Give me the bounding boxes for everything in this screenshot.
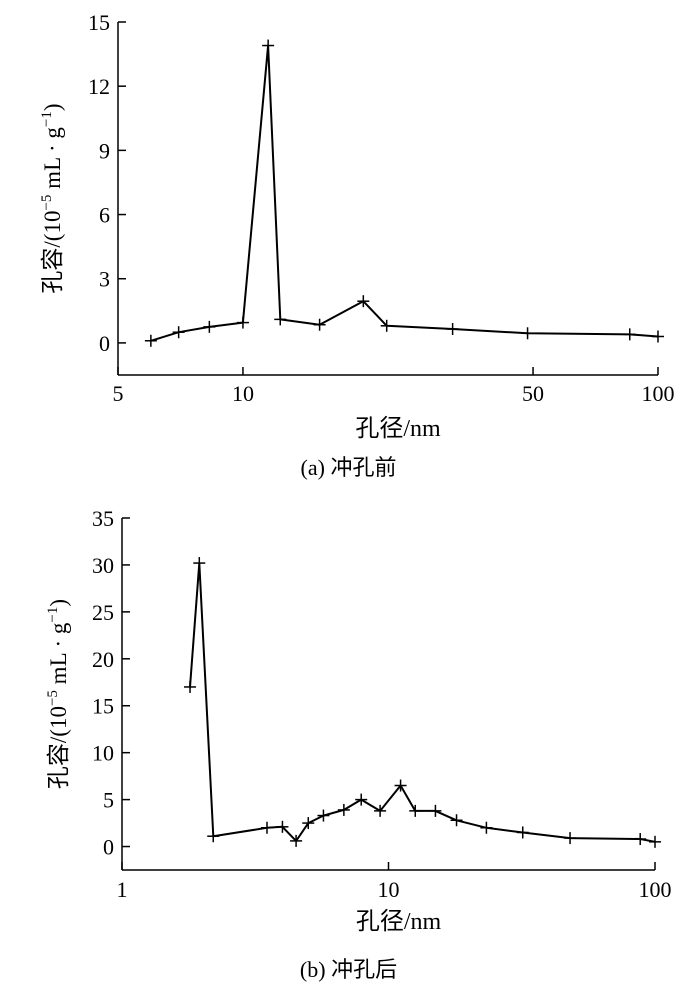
data-point-b bbox=[290, 834, 303, 847]
data-point-b bbox=[516, 826, 529, 839]
data-point-b bbox=[337, 803, 350, 816]
y-axis-label-b: 孔容/(10−5 mL · g−1) bbox=[45, 599, 71, 789]
y-tick-label-b: 20 bbox=[92, 647, 114, 672]
data-point-a bbox=[144, 334, 157, 347]
data-point-b bbox=[276, 820, 289, 833]
y-tick-label-b: 10 bbox=[92, 741, 114, 766]
data-point-b bbox=[429, 804, 442, 817]
data-point-b bbox=[184, 680, 197, 693]
x-axis-label-a: 孔径/nm bbox=[355, 415, 441, 442]
y-tick-label-b: 0 bbox=[103, 835, 114, 860]
y-axis-label-part: 孔容/(10 bbox=[40, 211, 65, 294]
y-tick-label-a: 12 bbox=[88, 74, 110, 99]
y-tick-label-b: 25 bbox=[92, 600, 114, 625]
series-line-a bbox=[150, 44, 659, 342]
data-point-a bbox=[172, 326, 185, 339]
data-point-a bbox=[446, 323, 459, 336]
y-tick-label-a: 15 bbox=[88, 10, 110, 35]
data-point-b bbox=[260, 821, 273, 834]
y-axis-label-sup: −1 bbox=[45, 607, 61, 623]
y-axis-label-part: ) bbox=[46, 599, 71, 607]
series-line-b bbox=[189, 562, 656, 843]
data-point-a bbox=[236, 316, 249, 329]
chart-a: 0 3 6 9 12 15 5 10 50 100 孔径/nm 孔容/(10−5 mL · g−1) bbox=[39, 10, 675, 442]
y-tick-label-b: 5 bbox=[103, 788, 114, 813]
data-point-a bbox=[203, 320, 216, 333]
data-point-b bbox=[193, 557, 206, 570]
data-point-b bbox=[207, 830, 220, 843]
x-tick-label-b: 100 bbox=[639, 877, 672, 902]
y-tick-label-a: 6 bbox=[99, 203, 110, 228]
x-tick-label-a: 50 bbox=[522, 381, 544, 406]
y-axis-label-part: 孔容/(10 bbox=[46, 706, 71, 789]
y-tick-label-b: 15 bbox=[92, 694, 114, 719]
data-point-b bbox=[649, 835, 661, 848]
y-tick-label-a: 3 bbox=[99, 267, 110, 292]
data-point-a bbox=[521, 327, 534, 340]
y-axis-label-part: mL · g bbox=[46, 622, 71, 690]
data-point-a bbox=[262, 39, 275, 52]
y-axis-label-sup: −1 bbox=[39, 111, 55, 127]
data-point-a bbox=[313, 318, 326, 331]
data-point-b bbox=[450, 814, 463, 827]
data-point-b bbox=[317, 809, 330, 822]
caption-a: (a) 冲孔前 bbox=[300, 455, 397, 480]
data-point-a bbox=[652, 330, 664, 343]
y-tick-label-b: 35 bbox=[92, 506, 114, 531]
data-point-a bbox=[623, 328, 636, 341]
x-tick-label-b: 10 bbox=[378, 877, 400, 902]
x-tick-label-a: 10 bbox=[232, 381, 254, 406]
data-point-a bbox=[274, 313, 287, 326]
data-point-b bbox=[374, 804, 387, 817]
y-axis-label-sup: −5 bbox=[45, 690, 61, 706]
data-point-a bbox=[357, 295, 370, 308]
y-axis-label-a: 孔容/(10−5 mL · g−1) bbox=[39, 103, 65, 293]
x-tick-label-a: 100 bbox=[642, 381, 675, 406]
data-point-b bbox=[409, 804, 422, 817]
x-tick-label-a: 5 bbox=[113, 381, 124, 406]
caption-b: (b) 冲孔后 bbox=[299, 957, 398, 982]
data-point-a bbox=[380, 319, 393, 332]
y-axis-label-part: mL · g bbox=[40, 127, 65, 195]
data-point-b bbox=[302, 817, 315, 830]
y-axis-label-sup: −5 bbox=[39, 195, 55, 211]
data-point-b bbox=[634, 833, 647, 846]
data-point-b bbox=[480, 821, 493, 834]
chart-b: 0 5 10 15 20 25 30 35 1 10 100 孔径/nm 孔容/(10−5 mL · g… bbox=[45, 506, 672, 935]
y-tick-label-b: 30 bbox=[92, 553, 114, 578]
data-point-b bbox=[564, 832, 577, 845]
y-tick-label-a: 9 bbox=[99, 138, 110, 163]
y-axis-label-part: ) bbox=[40, 103, 65, 111]
x-tick-label-b: 1 bbox=[117, 877, 128, 902]
y-tick-label-a: 0 bbox=[99, 331, 110, 356]
data-point-b bbox=[355, 793, 368, 806]
x-axis-label-b: 孔径/nm bbox=[356, 908, 442, 935]
data-point-b bbox=[394, 779, 407, 792]
